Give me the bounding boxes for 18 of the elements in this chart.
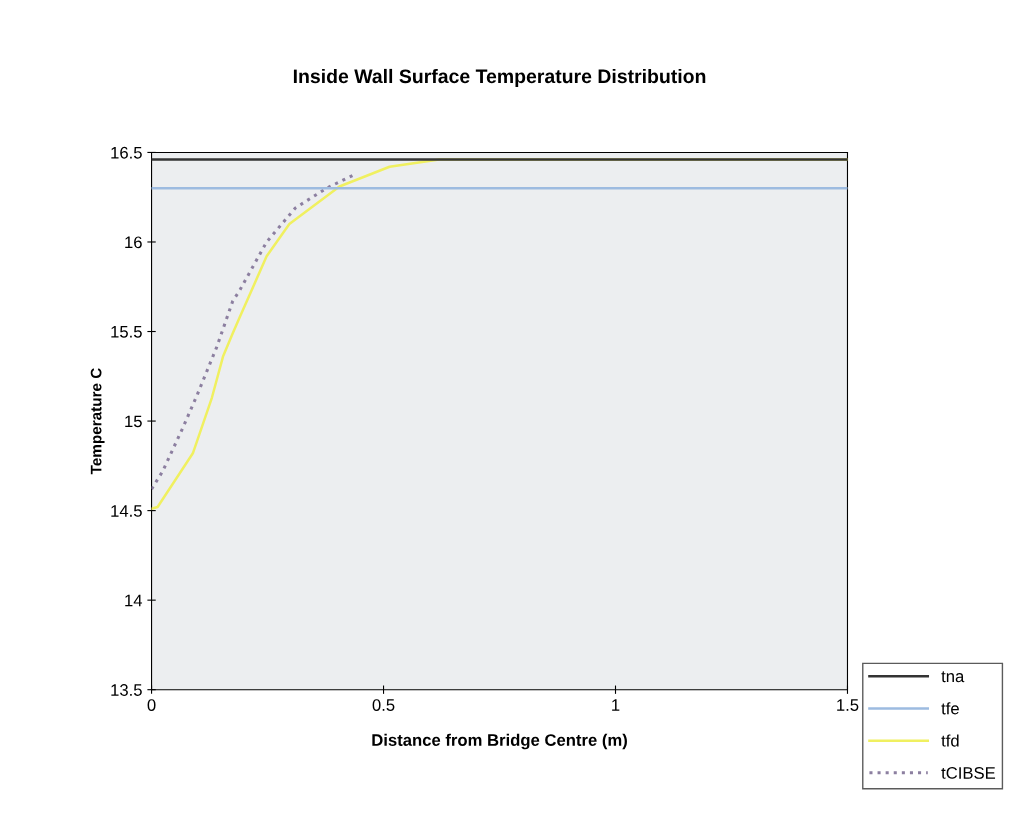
y-tick-label: 14.5 (111, 505, 142, 517)
legend-label: tna (941, 671, 965, 683)
x-axis-title: Distance from Bridge Centre (m) (372, 733, 627, 750)
x-tick-label: 1 (612, 699, 620, 711)
legend-label: tCIBSE (941, 767, 996, 779)
y-tick-label: 15 (125, 415, 142, 428)
legend-label: tfe (941, 702, 959, 715)
y-tick-label: 16.5 (111, 146, 142, 159)
y-tick-label: 13.5 (111, 684, 142, 696)
chart-title: Inside Wall Surface Temperature Distribution (293, 68, 706, 88)
x-tick-label: 0.5 (372, 699, 395, 711)
y-tick-label: 14 (125, 594, 143, 607)
y-tick-label: 15.5 (111, 326, 142, 338)
y-axis-title: Temperature C (90, 368, 105, 475)
x-tick-label: 1.5 (837, 699, 859, 711)
y-tick-label: 16 (125, 236, 142, 249)
legend-label: tfd (941, 734, 959, 747)
x-tick-label: 0 (147, 699, 156, 711)
